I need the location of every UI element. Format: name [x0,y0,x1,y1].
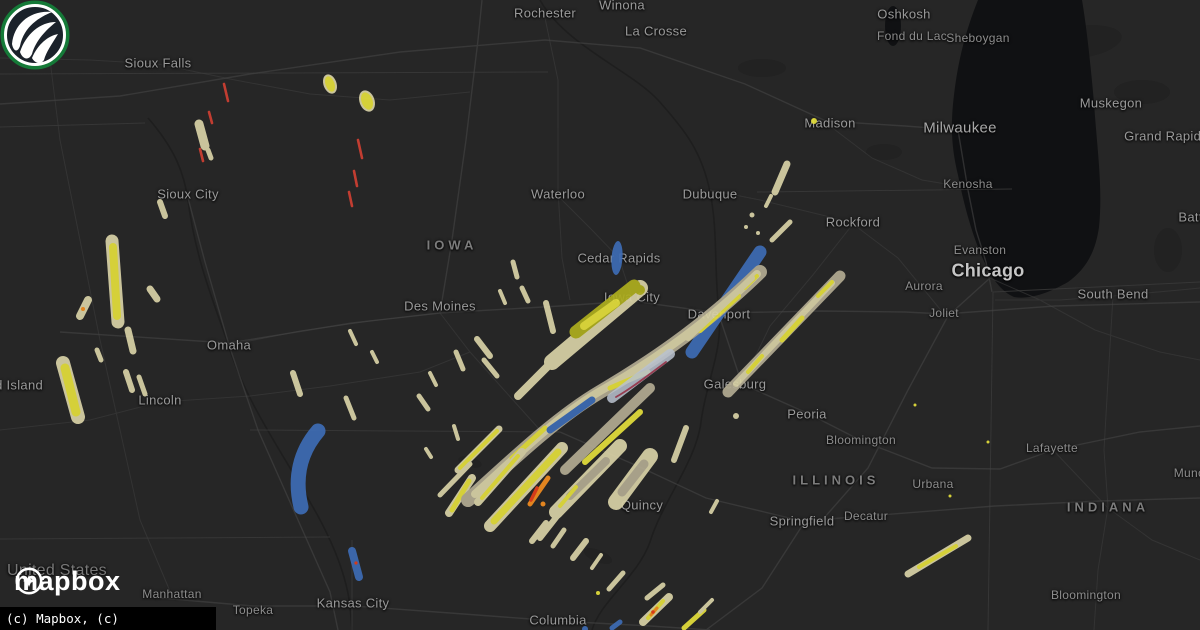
city-label: Winona [599,0,645,13]
city-label: Bloomington [825,433,897,447]
city-label: Dubuque [682,186,738,202]
city-label: Lafayette [1025,441,1079,455]
city-label: Aurora [905,279,943,293]
city-label: Muskegon [1079,95,1143,111]
mapbox-logo[interactable]: mapbox [14,566,121,597]
city-label: Bloomington [1050,588,1122,602]
city-label: Omaha [206,337,252,353]
city-label: Fond du Lac [876,29,948,43]
city-label: Decatur [843,509,889,523]
city-label: Rochester [514,5,576,21]
city-label: La Crosse [625,23,687,39]
city-label: INDIANA [1066,499,1150,515]
city-label: Springfield [769,513,835,529]
swath-group-small-cells [343,259,739,514]
swath-group-band-mid [560,383,655,475]
city-label: Sioux Falls [124,55,192,71]
city-label: Grand Island [0,377,44,393]
city-label: Des Moines [404,298,476,314]
swath-group-south [529,520,714,630]
city-label: IOWA [426,237,478,253]
swath-group-kc [290,423,476,581]
city-label: Madison [804,115,856,131]
map-attribution: (c) Mapbox, (c) OpenStreetMap [0,607,216,630]
madison-hail-dot [811,118,817,124]
city-label: Milwaukee [923,119,997,137]
swath-group-band-severe [437,425,568,532]
city-label: Muncie [1173,466,1200,480]
city-label: Peoria [787,406,827,422]
country-label: United States [7,562,107,579]
swath-group-rockford [722,160,846,398]
city-label: Joliet [929,306,959,320]
city-label: Kansas City [316,595,390,611]
city-label: Rockford [825,214,881,230]
city-label: Sioux City [157,186,219,202]
city-label: Sheboygan [946,31,1010,45]
city-label: Grand Rapids [1124,128,1200,144]
city-label: South Bend [1077,286,1149,302]
city-label: Manhattan [142,587,202,601]
swath-group-iowa-city [514,279,648,400]
city-label: Waterloo [531,186,585,202]
city-label: Urbana [912,477,954,491]
city-label: Evanston [953,243,1007,257]
lake-michigan [885,0,1101,298]
city-label: ILLINOIS [792,472,880,488]
city-label: Kenosha [943,177,993,191]
city-label: Topeka [232,603,274,617]
lake-winnebago [885,6,901,46]
swath-group-west [56,74,817,424]
city-label: Oshkosh [877,6,931,22]
city-label: Battle Creek [1178,209,1200,225]
city-label: Lincoln [138,392,182,408]
wind-streaks-red [198,82,364,208]
swath-group-indiana [904,403,990,578]
swath-group-quincy [537,439,658,541]
city-label: Chicago [951,260,1025,281]
storm-swirl-watermark-icon [0,0,70,70]
city-label: Columbia [529,612,587,628]
mapbox-pin-icon [15,567,43,595]
city-label: Quincy [620,497,664,513]
state-borders [0,71,1200,630]
